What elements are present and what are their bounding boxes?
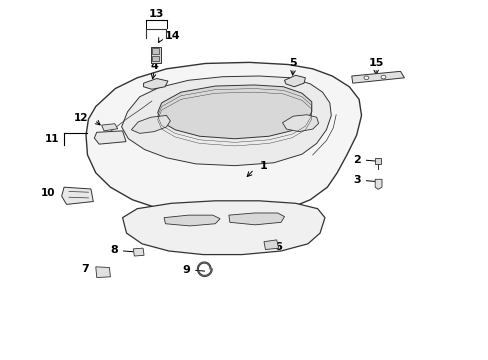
Circle shape	[363, 76, 368, 80]
Circle shape	[380, 75, 385, 79]
Polygon shape	[131, 116, 170, 134]
Text: 13: 13	[149, 9, 164, 19]
Text: 2: 2	[352, 154, 360, 165]
Polygon shape	[133, 248, 144, 256]
Polygon shape	[122, 76, 330, 166]
Text: 9: 9	[182, 265, 189, 275]
Polygon shape	[264, 240, 278, 249]
Text: 4: 4	[150, 61, 158, 71]
Polygon shape	[102, 124, 118, 131]
Text: 8: 8	[110, 245, 118, 255]
Text: 14: 14	[164, 31, 180, 41]
Polygon shape	[163, 215, 220, 226]
Bar	[152, 55, 159, 61]
Polygon shape	[151, 46, 160, 63]
Text: 3: 3	[352, 175, 360, 185]
Text: 15: 15	[368, 58, 383, 68]
Text: 5: 5	[289, 58, 297, 68]
Bar	[152, 48, 159, 54]
Polygon shape	[158, 85, 311, 139]
Polygon shape	[122, 201, 325, 255]
Polygon shape	[284, 75, 305, 87]
Polygon shape	[228, 213, 284, 225]
Polygon shape	[96, 267, 110, 278]
Text: 7: 7	[81, 264, 89, 274]
Bar	[374, 158, 380, 164]
Polygon shape	[61, 187, 93, 204]
Polygon shape	[374, 179, 381, 189]
Text: 10: 10	[41, 188, 55, 198]
Text: 1: 1	[260, 161, 267, 171]
Polygon shape	[86, 62, 361, 216]
Polygon shape	[282, 115, 318, 132]
Polygon shape	[143, 78, 167, 89]
Text: 12: 12	[74, 113, 88, 123]
Polygon shape	[94, 131, 126, 144]
Text: 6: 6	[273, 242, 281, 252]
Polygon shape	[351, 71, 404, 83]
Text: 11: 11	[44, 134, 59, 144]
